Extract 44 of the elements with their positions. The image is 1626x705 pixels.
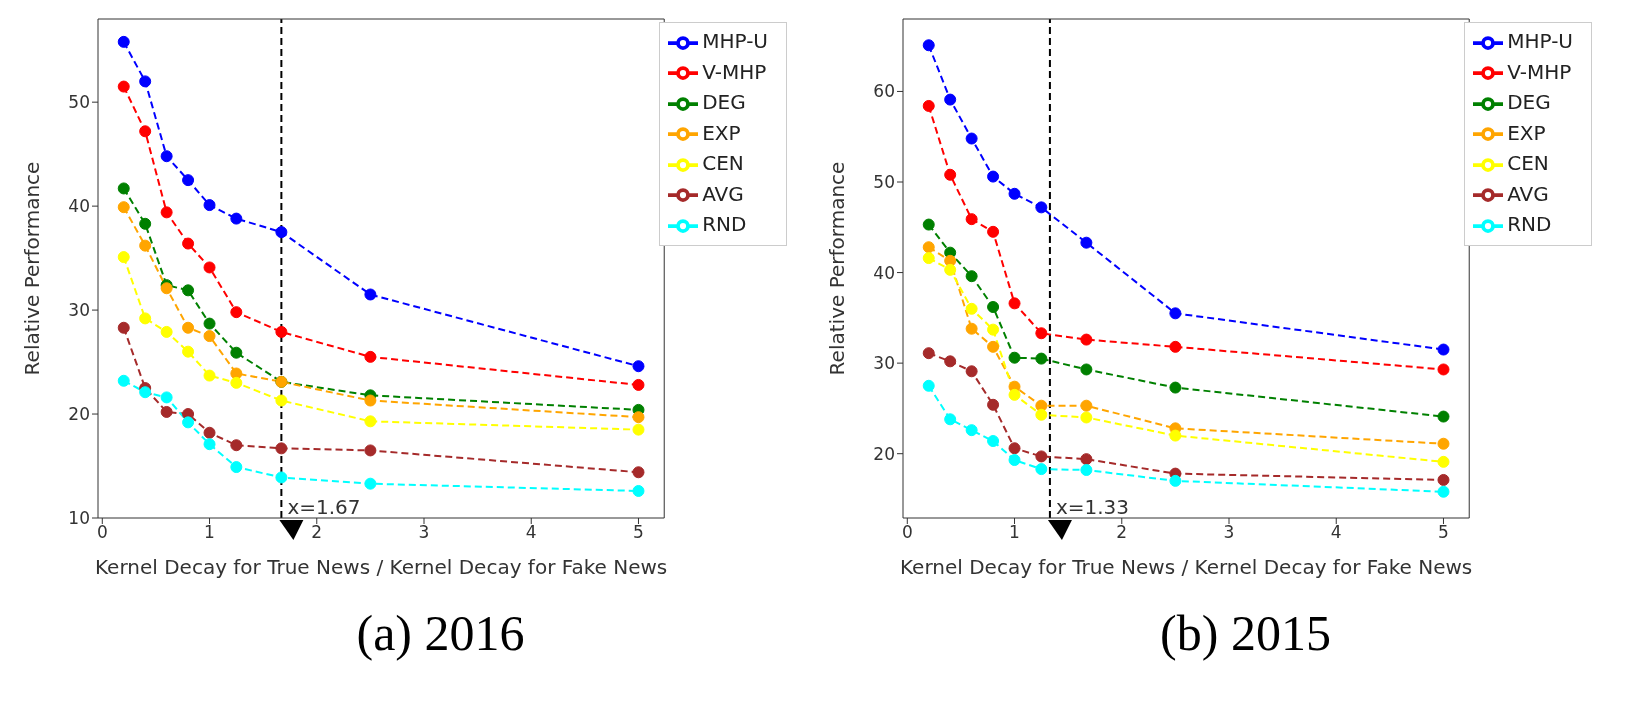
x-tick-label: 1 [204,522,215,543]
x-tick-label: 0 [96,522,108,543]
x-axis-title: Kernel Decay for True News / Kernel Decay for Fake News [899,555,1473,579]
x-tick-label: 0 [901,522,913,543]
y-tick-label: 50 [873,172,895,193]
y-tick-label: 60 [873,81,895,102]
legend-label: MHP-U [702,29,768,53]
x-tick-label: 3 [418,522,430,543]
x-tick-label: 4 [525,522,537,543]
y-axis-title: Relative Performance [20,161,45,376]
x-tick-label: 3 [1223,522,1235,543]
legend-label: MHP-U [1507,29,1573,53]
legend-label: V-MHP [702,59,767,84]
y-tick-label: 20 [68,404,90,425]
x-tick-label: 5 [633,522,644,543]
legend-label: EXP [1507,120,1546,145]
x-tick-label: 5 [1438,522,1449,543]
y-tick-label: 30 [873,353,895,374]
y-tick-label: 10 [68,508,90,529]
x-axis-title: Kernel Decay for True News / Kernel Decay for Fake News [94,555,668,579]
legend-label: EXP [702,120,741,145]
x-tick-label: 2 [1116,522,1128,543]
legend-label: DEG [1507,90,1551,114]
legend-label: AVG [702,181,744,206]
legend-label: DEG [702,90,746,114]
legend-label: RND [1507,212,1552,236]
x-tick-label: 2 [311,522,323,543]
legend-label: CEN [1507,151,1549,175]
legend-label: RND [702,212,747,236]
x-tick-label: 4 [1330,522,1342,543]
legend-label: V-MHP [1507,59,1572,84]
text: (a) 2016 [355,604,526,663]
y-tick-label: 40 [68,196,90,217]
y-tick-label: 30 [68,300,90,321]
y-tick-label: 20 [873,443,895,464]
text: (b) 2015 [1159,604,1332,663]
y-axis-title: Relative Performance [825,161,850,376]
y-tick-label: 50 [68,92,90,113]
legend-label: CEN [702,151,744,175]
y-tick-label: 40 [873,262,895,283]
x-tick-label: 1 [1009,522,1020,543]
ref-line-label: x=1.67 [287,495,361,519]
legend-label: AVG [1507,181,1549,206]
ref-line-label: x=1.33 [1055,495,1130,519]
